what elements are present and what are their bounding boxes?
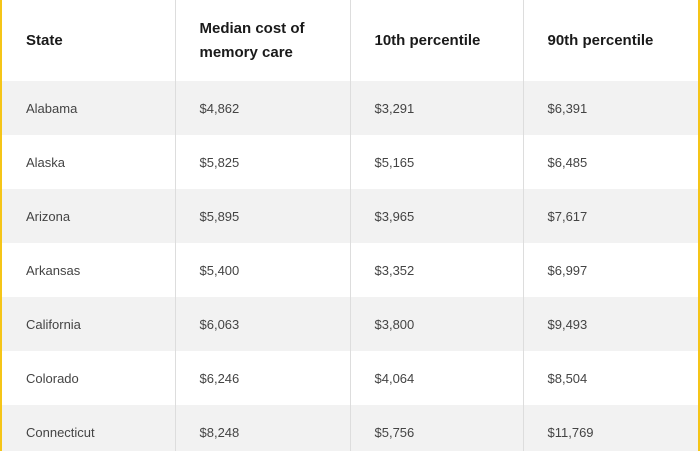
table-row: Colorado $6,246 $4,064 $8,504 (2, 351, 698, 405)
table-row: California $6,063 $3,800 $9,493 (2, 297, 698, 351)
cell-median-cost: $5,400 (175, 243, 351, 297)
header-median-cost: Median cost of memory care (175, 0, 351, 81)
cell-state: Connecticut (2, 405, 176, 451)
header-10th-percentile: 10th percentile (350, 0, 524, 81)
cell-10th-percentile: $3,352 (350, 243, 524, 297)
cell-90th-percentile: $11,769 (547, 424, 594, 440)
cell-10th-percentile: $3,800 (350, 297, 524, 351)
cell-10th-percentile: $4,064 (350, 351, 524, 405)
cell-90th-percentile: $7,617 (547, 208, 588, 224)
cell-10th-percentile: $5,756 (350, 405, 524, 451)
cell-state: Alaska (2, 135, 176, 189)
cell-state: Arkansas (2, 243, 176, 297)
header-90th-percentile: 90th percentile (547, 31, 654, 49)
cell-10th-percentile: $5,165 (350, 135, 524, 189)
cell-10th-percentile: $3,965 (350, 189, 524, 243)
table-row: Alabama $4,862 $3,291 $6,391 (2, 81, 698, 135)
table-row: Arizona $5,895 $3,965 $7,617 (2, 189, 698, 243)
cell-median-cost: $8,248 (175, 405, 351, 451)
cell-median-cost: $6,063 (175, 297, 351, 351)
header-state: State (2, 0, 176, 81)
cell-90th-percentile: $6,485 (547, 154, 588, 170)
cell-90th-percentile: $6,391 (547, 100, 588, 116)
cell-90th-percentile: $8,504 (547, 370, 588, 386)
cell-median-cost: $5,825 (175, 135, 351, 189)
cell-median-cost: $6,246 (175, 351, 351, 405)
cell-90th-percentile: $9,493 (547, 316, 588, 332)
cell-state: Colorado (2, 351, 176, 405)
cell-state: Alabama (2, 81, 176, 135)
table-row: Connecticut $8,248 $5,756 $11,769 (2, 405, 698, 451)
cell-median-cost: $4,862 (175, 81, 351, 135)
cell-state: California (2, 297, 176, 351)
cell-10th-percentile: $3,291 (350, 81, 524, 135)
table-header-row: State Median cost of memory care 10th pe… (2, 0, 698, 81)
cell-state: Arizona (2, 189, 176, 243)
cell-90th-percentile: $6,997 (547, 262, 588, 278)
table-row: Alaska $5,825 $5,165 $6,485 (2, 135, 698, 189)
table-row: Arkansas $5,400 $3,352 $6,997 (2, 243, 698, 297)
cell-median-cost: $5,895 (175, 189, 351, 243)
